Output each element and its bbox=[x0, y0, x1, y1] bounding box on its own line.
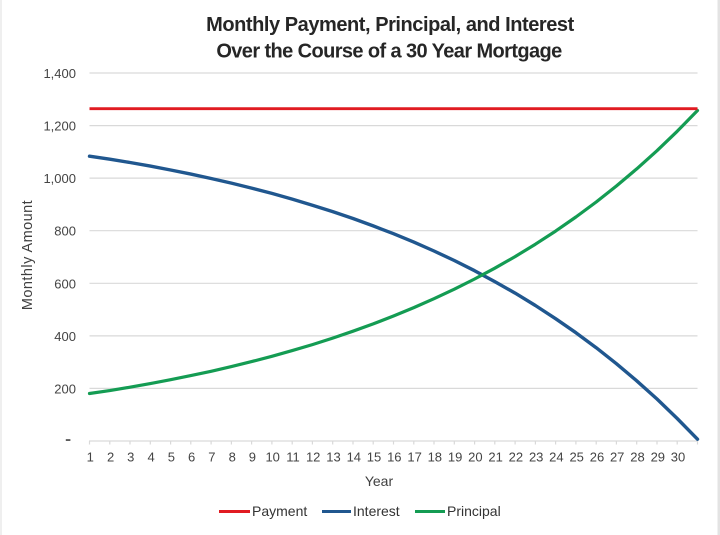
svg-text:7: 7 bbox=[208, 450, 215, 465]
svg-text:12: 12 bbox=[306, 450, 320, 465]
svg-text:400: 400 bbox=[54, 329, 76, 344]
svg-text:Monthly Amount: Monthly Amount bbox=[20, 200, 36, 310]
svg-text:200: 200 bbox=[54, 381, 76, 396]
svg-text:17: 17 bbox=[407, 450, 421, 465]
svg-text:Monthly Payment, Principal, an: Monthly Payment, Principal, and Interest bbox=[206, 14, 574, 36]
svg-text:10: 10 bbox=[265, 450, 279, 465]
svg-text:4: 4 bbox=[147, 450, 154, 465]
svg-text:Payment: Payment bbox=[252, 503, 307, 519]
svg-text:9: 9 bbox=[249, 450, 256, 465]
svg-text:24: 24 bbox=[549, 450, 563, 465]
svg-text:8: 8 bbox=[229, 450, 236, 465]
svg-text:1,400: 1,400 bbox=[43, 66, 76, 81]
svg-text:22: 22 bbox=[509, 450, 523, 465]
svg-text:14: 14 bbox=[347, 450, 361, 465]
svg-text:13: 13 bbox=[326, 450, 340, 465]
svg-text:26: 26 bbox=[590, 450, 604, 465]
svg-text:29: 29 bbox=[651, 450, 665, 465]
svg-text:21: 21 bbox=[488, 450, 502, 465]
svg-text:5: 5 bbox=[168, 450, 175, 465]
svg-text:1,000: 1,000 bbox=[43, 171, 76, 186]
svg-text:11: 11 bbox=[286, 450, 300, 465]
svg-text:1: 1 bbox=[87, 450, 94, 465]
svg-text:6: 6 bbox=[188, 450, 195, 465]
svg-text:30: 30 bbox=[671, 450, 685, 465]
svg-text:1,200: 1,200 bbox=[43, 119, 76, 134]
svg-text:16: 16 bbox=[387, 450, 401, 465]
svg-text:Principal: Principal bbox=[447, 503, 501, 519]
svg-text:20: 20 bbox=[468, 450, 482, 465]
svg-text:27: 27 bbox=[610, 450, 624, 465]
svg-text:Year: Year bbox=[365, 473, 394, 489]
svg-text:19: 19 bbox=[448, 450, 462, 465]
svg-text:600: 600 bbox=[54, 276, 76, 291]
svg-text:15: 15 bbox=[367, 450, 381, 465]
svg-text:Interest: Interest bbox=[353, 503, 400, 519]
svg-text:Over the Course of a 30 Year M: Over the Course of a 30 Year Mortgage bbox=[216, 41, 562, 63]
svg-text:25: 25 bbox=[569, 450, 583, 465]
svg-text:28: 28 bbox=[630, 450, 644, 465]
svg-text:18: 18 bbox=[428, 450, 442, 465]
svg-text:23: 23 bbox=[529, 450, 543, 465]
svg-text:800: 800 bbox=[54, 224, 76, 239]
svg-text:2: 2 bbox=[107, 450, 114, 465]
svg-text:3: 3 bbox=[127, 450, 134, 465]
